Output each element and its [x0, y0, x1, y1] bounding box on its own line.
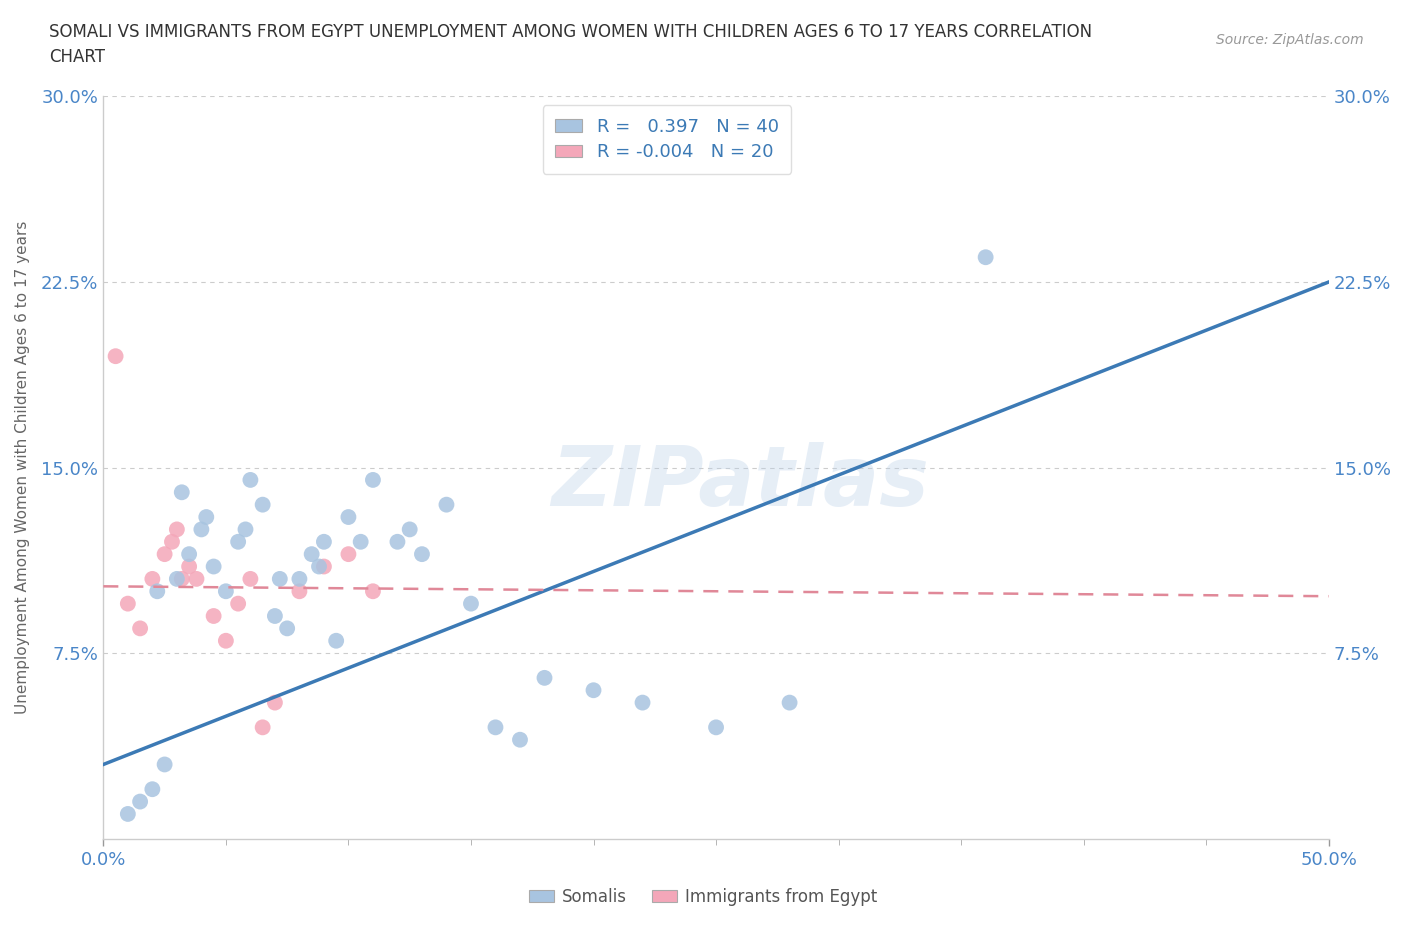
- Point: [387, 535, 409, 550]
- Point: [288, 571, 311, 586]
- Point: [264, 695, 287, 710]
- Point: [411, 547, 433, 562]
- Point: [301, 547, 323, 562]
- Point: [350, 535, 373, 550]
- Legend: R =   0.397   N = 40, R = -0.004   N = 20: R = 0.397 N = 40, R = -0.004 N = 20: [543, 105, 792, 174]
- Point: [235, 522, 257, 537]
- Point: [166, 571, 188, 586]
- Point: [361, 584, 384, 599]
- Point: [153, 547, 176, 562]
- Text: Source: ZipAtlas.com: Source: ZipAtlas.com: [1216, 33, 1364, 46]
- Point: [484, 720, 506, 735]
- Point: [252, 498, 274, 512]
- Point: [312, 535, 335, 550]
- Point: [179, 559, 201, 574]
- Point: [460, 596, 482, 611]
- Point: [239, 472, 262, 487]
- Point: [179, 547, 201, 562]
- Point: [312, 559, 335, 574]
- Point: [186, 571, 208, 586]
- Point: [308, 559, 330, 574]
- Point: [202, 608, 225, 623]
- Point: [252, 720, 274, 735]
- Text: SOMALI VS IMMIGRANTS FROM EGYPT UNEMPLOYMENT AMONG WOMEN WITH CHILDREN AGES 6 TO: SOMALI VS IMMIGRANTS FROM EGYPT UNEMPLOY…: [49, 23, 1092, 66]
- Point: [631, 695, 654, 710]
- Point: [269, 571, 291, 586]
- Point: [582, 683, 605, 698]
- Point: [141, 782, 163, 797]
- Point: [195, 510, 218, 525]
- Point: [141, 571, 163, 586]
- Point: [104, 349, 127, 364]
- Point: [276, 621, 298, 636]
- Point: [533, 671, 555, 685]
- Point: [129, 794, 152, 809]
- Point: [509, 732, 531, 747]
- Point: [288, 584, 311, 599]
- Point: [361, 472, 384, 487]
- Point: [704, 720, 727, 735]
- Point: [202, 559, 225, 574]
- Point: [974, 250, 997, 265]
- Point: [117, 596, 139, 611]
- Point: [146, 584, 169, 599]
- Point: [325, 633, 347, 648]
- Point: [166, 522, 188, 537]
- Point: [117, 806, 139, 821]
- Point: [170, 485, 193, 499]
- Point: [337, 547, 360, 562]
- Point: [215, 584, 238, 599]
- Y-axis label: Unemployment Among Women with Children Ages 6 to 17 years: Unemployment Among Women with Children A…: [15, 220, 30, 714]
- Point: [170, 571, 193, 586]
- Point: [337, 510, 360, 525]
- Point: [226, 535, 249, 550]
- Point: [264, 608, 287, 623]
- Point: [226, 596, 249, 611]
- Point: [215, 633, 238, 648]
- Point: [190, 522, 212, 537]
- Point: [160, 535, 183, 550]
- Point: [436, 498, 458, 512]
- Point: [129, 621, 152, 636]
- Legend: Somalis, Immigrants from Egypt: Somalis, Immigrants from Egypt: [522, 881, 884, 912]
- Point: [779, 695, 801, 710]
- Point: [239, 571, 262, 586]
- Point: [153, 757, 176, 772]
- Text: ZIPatlas: ZIPatlas: [551, 442, 929, 523]
- Point: [398, 522, 420, 537]
